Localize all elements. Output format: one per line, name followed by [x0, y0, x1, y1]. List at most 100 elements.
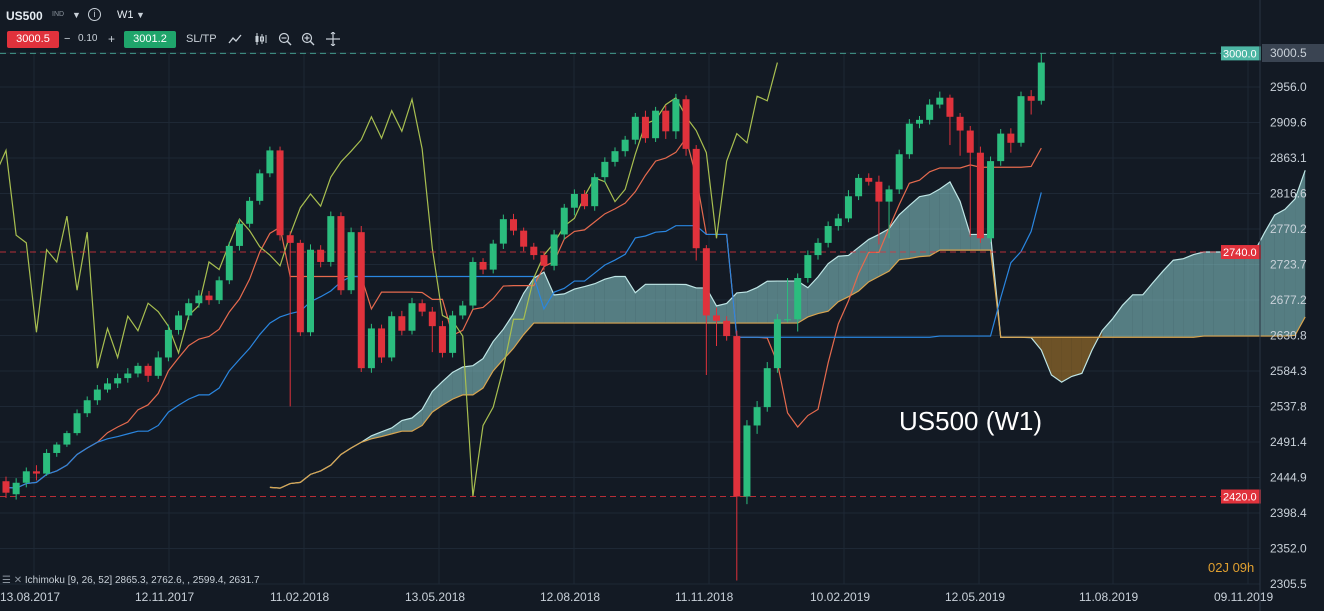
date-tick-label: 12.11.2017	[135, 590, 194, 604]
level-label-bg	[1221, 489, 1261, 504]
candle	[692, 145, 700, 261]
candle-body	[814, 242, 822, 256]
candle-body	[256, 173, 264, 201]
price-tick-label: 2863.1	[1270, 151, 1307, 165]
candle-body	[570, 193, 578, 208]
candle-body	[723, 320, 731, 337]
symbol-tag: IND	[52, 11, 65, 18]
kumo-segment	[1183, 254, 1194, 338]
decrease-spread-icon[interactable]: −	[64, 33, 71, 45]
candle-body	[469, 261, 477, 306]
candle-body	[317, 249, 325, 262]
kumo-segment	[848, 247, 859, 297]
candle	[408, 297, 416, 335]
line-chart-icon[interactable]	[228, 32, 242, 46]
kumo-segment	[655, 284, 666, 324]
candle-body	[2, 481, 10, 493]
candle-body	[327, 216, 335, 262]
candle	[438, 320, 446, 358]
price-tick-label: 2630.8	[1270, 328, 1307, 342]
candle	[773, 313, 781, 373]
candle	[794, 273, 802, 332]
indicator-legend[interactable]: ☰ ✕ Ichimoku [9, 26, 52] 2865.3, 2762.6,…	[2, 575, 260, 586]
kumo-segment	[483, 341, 494, 389]
candle-body	[438, 326, 446, 353]
candle	[286, 231, 294, 407]
kumo-segment	[889, 214, 900, 272]
kumo-segment	[452, 367, 463, 400]
info-icon[interactable]: i	[88, 8, 101, 21]
date-tick-label: 11.11.2018	[675, 590, 734, 604]
candle-body	[773, 319, 781, 369]
candle-body	[865, 177, 873, 182]
kumo-segment	[807, 276, 818, 317]
level-label: 3000.0	[1223, 48, 1257, 60]
chart-title: US500 (W1)	[899, 406, 1043, 436]
symbol-dropdown-caret-icon[interactable]: ▼	[72, 10, 81, 20]
candles-icon[interactable]	[254, 32, 268, 46]
sell-button[interactable]: 3000.5	[7, 31, 59, 48]
kumo-segment	[899, 205, 910, 260]
candle-body	[560, 207, 568, 235]
candle	[601, 157, 609, 183]
horizontal-levels: 3000.0 2740.0 2420.0	[0, 46, 1261, 504]
candle	[307, 244, 314, 337]
indicator-settings-icon[interactable]: ☰ ✕	[2, 575, 23, 586]
candle-body	[154, 357, 162, 376]
candle-body	[855, 177, 863, 197]
timeframe-selector[interactable]: W1	[117, 9, 134, 21]
kumo-segment	[665, 284, 676, 324]
candle	[1037, 53, 1045, 105]
candle-body	[550, 234, 558, 266]
candle	[134, 362, 142, 378]
symbol-name[interactable]: US500	[6, 9, 43, 23]
candle	[662, 105, 670, 139]
kumo-segment	[818, 263, 829, 314]
candle	[104, 378, 111, 393]
candle	[73, 409, 81, 436]
candle	[885, 185, 893, 239]
sl-tp-button[interactable]: SL/TP	[186, 33, 217, 45]
timeframe-dropdown-caret-icon[interactable]: ▼	[136, 10, 145, 20]
kumo-segment	[909, 196, 920, 259]
price-tick-label: 2537.8	[1270, 400, 1307, 414]
candle-body	[1027, 96, 1035, 101]
candle	[814, 238, 822, 260]
kumo-segment	[838, 255, 849, 302]
kumo-segment	[1041, 337, 1052, 376]
candle-body	[743, 425, 751, 497]
date-tick-label: 13.08.2017	[0, 590, 60, 604]
candle-body	[22, 471, 30, 483]
zoom-out-icon[interactable]	[278, 32, 292, 46]
candle	[570, 189, 578, 216]
candle	[987, 156, 995, 243]
candle	[520, 227, 528, 252]
kumo-segment	[828, 256, 839, 312]
crosshair-icon[interactable]	[326, 31, 340, 47]
candle	[2, 476, 10, 499]
candle	[22, 467, 30, 488]
candle-body	[398, 316, 406, 331]
candle	[916, 116, 923, 129]
kumo-segment	[391, 420, 402, 434]
kijun-sen-line	[5, 192, 1042, 489]
kumo-segment	[1213, 252, 1224, 337]
candle	[418, 299, 426, 317]
candle-body	[479, 261, 487, 270]
kumo-segment	[1295, 170, 1306, 336]
kumo-segment	[939, 181, 950, 251]
candle	[378, 324, 386, 363]
candle-body	[296, 242, 304, 333]
level-label-bg	[1221, 245, 1261, 260]
price-tick-label: 2444.9	[1270, 470, 1307, 484]
candle	[702, 245, 710, 376]
candle	[296, 239, 304, 337]
buy-button[interactable]: 3001.2	[124, 31, 176, 48]
kumo-segment	[1264, 214, 1275, 337]
increase-spread-icon[interactable]: +	[108, 32, 116, 46]
zoom-in-icon[interactable]	[301, 32, 315, 46]
kumo-segment	[574, 286, 585, 324]
candle	[317, 245, 325, 268]
kumo-segment	[543, 272, 555, 324]
